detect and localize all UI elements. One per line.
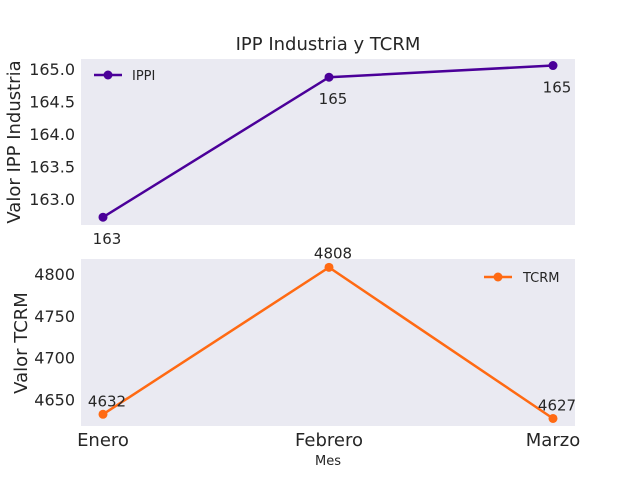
bottom-legend-label: TCRM (522, 271, 560, 286)
data-point (98, 409, 108, 419)
top-series (98, 61, 558, 222)
top-y-axis-label: Valor IPP Industria (4, 60, 25, 223)
data-point (98, 212, 108, 222)
y-tick-label: 164.5 (29, 92, 75, 111)
data-point (548, 61, 558, 71)
x-axis-label: Mes (315, 454, 341, 469)
y-tick-label: 4650 (34, 390, 75, 409)
bottom-y-ticks: 4650 4700 4750 4800 (34, 265, 75, 409)
chart-title: IPP Industria y TCRM (236, 34, 421, 55)
data-label: 165 (319, 90, 348, 108)
y-tick-label: 163.0 (29, 190, 75, 209)
top-y-ticks: 163.0 163.5 164.0 164.5 165.0 (29, 60, 75, 209)
top-legend-marker (103, 70, 113, 80)
bottom-y-axis-label: Valor TCRM (11, 292, 32, 394)
bottom-data-labels: 4632 4808 4627 (88, 244, 576, 414)
y-tick-label: 164.0 (29, 125, 75, 144)
top-legend: IPPI (94, 69, 155, 84)
top-plot-area (81, 59, 575, 225)
top-legend-label: IPPI (132, 69, 155, 84)
bottom-series (98, 262, 558, 423)
y-tick-label: 4750 (34, 307, 75, 326)
bottom-plot-area (81, 259, 575, 426)
y-tick-label: 4700 (34, 349, 75, 368)
x-tick-label: Enero (77, 430, 129, 451)
data-label: 4627 (538, 396, 576, 414)
bottom-legend-marker (493, 272, 503, 282)
y-tick-label: 4800 (34, 265, 75, 284)
x-tick-label: Febrero (295, 430, 363, 451)
x-tick-label: Marzo (526, 430, 580, 451)
y-tick-label: 163.5 (29, 157, 75, 176)
y-tick-label: 165.0 (29, 60, 75, 79)
data-label: 165 (543, 79, 572, 97)
data-label: 4808 (314, 244, 352, 262)
data-point (324, 262, 334, 272)
bottom-legend: TCRM (484, 271, 560, 286)
data-point (548, 413, 558, 423)
data-point (324, 72, 334, 82)
data-label: 163 (93, 230, 122, 248)
top-data-labels: 163 165 165 (93, 79, 572, 249)
x-ticks: Enero Febrero Marzo (77, 430, 580, 451)
data-label: 4632 (88, 392, 126, 410)
